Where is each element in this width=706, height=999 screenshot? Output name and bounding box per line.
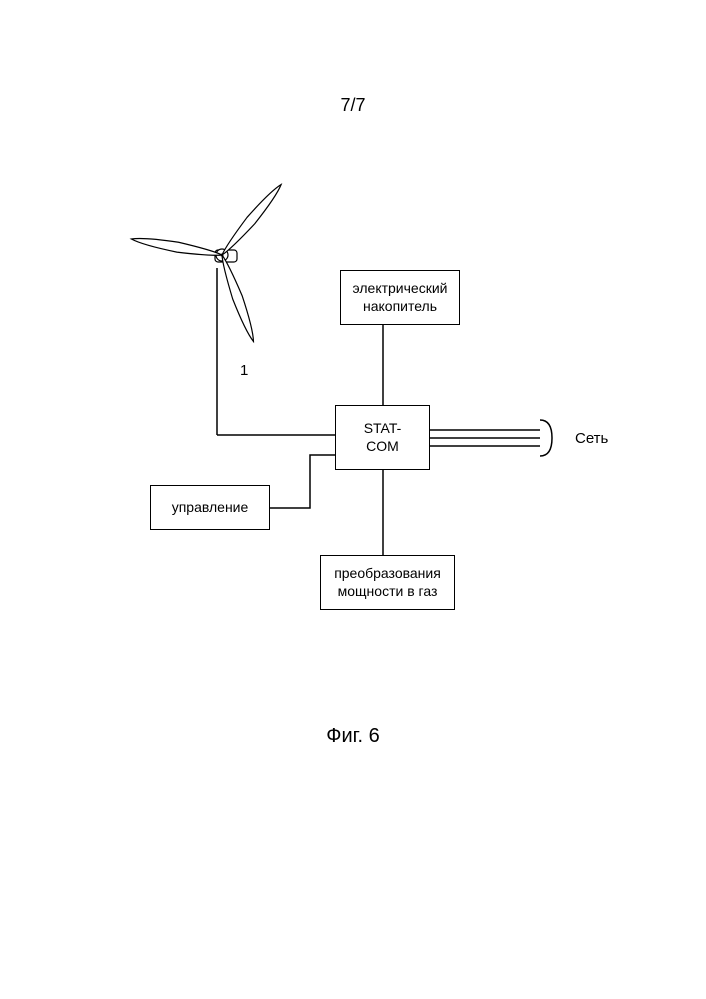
wind-turbine-icon — [100, 150, 350, 470]
storage-label: электрическийнакопитель — [353, 280, 448, 315]
statcom-box: STAT- COM — [335, 405, 430, 470]
control-box: управление — [150, 485, 270, 530]
p2g-label: преобразованиямощности в газ — [334, 565, 441, 600]
statcom-label: STAT- COM — [364, 420, 402, 455]
statcom-label-l2: COM — [366, 438, 399, 454]
turbine-ref-number: 1 — [240, 362, 248, 379]
control-label: управление — [172, 499, 249, 517]
grid-label: Сеть — [575, 430, 608, 447]
storage-box: электрическийнакопитель — [340, 270, 460, 325]
page-number: 7/7 — [0, 95, 706, 116]
statcom-label-l1: STAT- — [364, 420, 402, 436]
figure-caption: Фиг. 6 — [0, 725, 706, 748]
p2g-box: преобразованиямощности в газ — [320, 555, 455, 610]
